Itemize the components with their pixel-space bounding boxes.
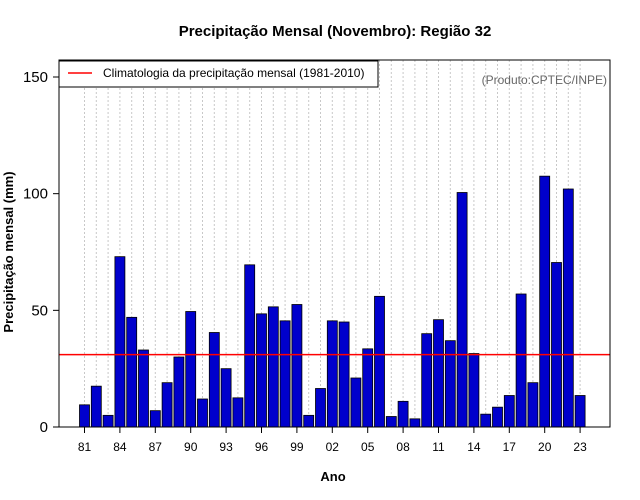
bars (79, 175, 586, 428)
bar (79, 404, 90, 428)
bar (350, 377, 362, 428)
x-tick-label: 99 (290, 440, 304, 454)
x-tick-label: 11 (432, 440, 445, 454)
x-tick-label: 23 (573, 440, 587, 454)
bar (149, 410, 161, 428)
bar (562, 188, 574, 428)
bar (279, 320, 291, 428)
legend: Climatologia da precipitação mensal (198… (58, 60, 379, 88)
bar (515, 293, 527, 428)
x-tick-label: 81 (78, 440, 92, 454)
chart-title: Precipitação Mensal (Novembro): Região 3… (179, 23, 492, 40)
bar (338, 321, 350, 428)
bar (444, 340, 456, 428)
x-tick-label: 20 (538, 440, 552, 454)
x-axis-label: Ano (320, 469, 345, 484)
bar (480, 413, 492, 428)
bar (551, 262, 562, 428)
bar (208, 332, 220, 428)
y-tick-label: 150 (23, 69, 48, 86)
bar (503, 395, 515, 428)
bar (326, 320, 338, 428)
y-tick-label: 0 (40, 419, 48, 436)
bar (197, 398, 208, 428)
bar (114, 256, 126, 428)
bar (138, 349, 149, 428)
source-credit: (Produto:CPTEC/INPE) (482, 73, 607, 87)
bar (409, 418, 421, 428)
bar (397, 400, 409, 428)
legend-label: Climatologia da precipitação mensal (198… (103, 66, 364, 80)
bar (90, 385, 102, 428)
x-tick-label: 14 (467, 440, 481, 454)
bar (161, 382, 173, 428)
y-tick-label: 100 (23, 186, 48, 203)
bar (173, 356, 185, 428)
bar (185, 311, 197, 428)
x-tick-label: 96 (255, 440, 269, 454)
x-tick-label: 87 (149, 440, 163, 454)
bar (220, 368, 232, 428)
bar (456, 192, 468, 428)
x-tick-label: 17 (503, 440, 517, 454)
bar (433, 319, 444, 428)
bar (492, 406, 503, 428)
bar (527, 382, 539, 428)
bar (468, 353, 480, 428)
y-tick-label: 50 (31, 302, 48, 319)
bar (291, 304, 303, 428)
y-axis: 0 50 100 150 (23, 69, 59, 436)
bar (303, 414, 315, 428)
plot-frame (58, 59, 611, 428)
bar (315, 388, 326, 428)
x-axis: 81 84 87 90 93 96 99 02 05 08 11 14 17 20 23 (78, 427, 587, 454)
bar (362, 348, 374, 428)
x-tick-label: 05 (361, 440, 375, 454)
bar (421, 333, 433, 428)
bar (374, 295, 385, 428)
bar (574, 395, 586, 428)
x-tick-label: 08 (396, 440, 410, 454)
bar (267, 306, 279, 428)
y-axis-label: Precipitação mensal (mm) (1, 171, 16, 332)
bar (244, 264, 256, 428)
bar (102, 414, 114, 428)
bar (256, 313, 267, 428)
x-tick-label: 02 (326, 440, 340, 454)
x-tick-label: 93 (219, 440, 233, 454)
legend-box (58, 60, 379, 88)
x-tick-label: 84 (113, 440, 127, 454)
x-tick-label: 90 (184, 440, 198, 454)
bar (385, 416, 397, 428)
bar (126, 316, 138, 428)
bar (539, 175, 551, 428)
bar (232, 397, 244, 428)
